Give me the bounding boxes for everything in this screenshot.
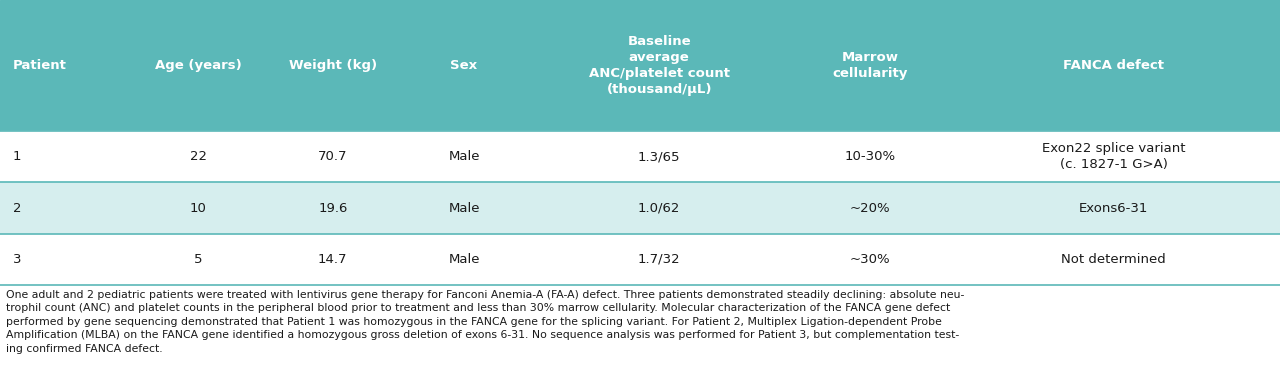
Text: 10: 10 [189, 201, 207, 215]
Bar [0, 234, 1280, 285]
Bar [0, 182, 1280, 234]
Text: ~20%: ~20% [850, 201, 891, 215]
Text: Not determined: Not determined [1061, 253, 1166, 266]
Text: Exon22 splice variant
(c. 1827-1 G>A): Exon22 splice variant (c. 1827-1 G>A) [1042, 142, 1185, 171]
Text: One adult and 2 pediatric patients were treated with lentivirus gene therapy for: One adult and 2 pediatric patients were … [6, 290, 965, 354]
Bar [0, 285, 1280, 380]
Text: 22: 22 [189, 150, 207, 163]
Text: Patient: Patient [13, 59, 67, 72]
Bar [0, 0, 1280, 131]
Text: 10-30%: 10-30% [845, 150, 896, 163]
Text: 2: 2 [13, 201, 22, 215]
Text: Weight (kg): Weight (kg) [289, 59, 376, 72]
Text: 1: 1 [13, 150, 22, 163]
Text: Baseline
average
ANC/platelet count
(thousand/μL): Baseline average ANC/platelet count (tho… [589, 35, 730, 96]
Text: Male: Male [448, 150, 480, 163]
Text: Exons6-31: Exons6-31 [1079, 201, 1148, 215]
Text: Sex: Sex [451, 59, 477, 72]
Text: Age (years): Age (years) [155, 59, 242, 72]
Text: 1.3/65: 1.3/65 [637, 150, 681, 163]
Text: 70.7: 70.7 [317, 150, 348, 163]
Text: Male: Male [448, 253, 480, 266]
Bar [0, 131, 1280, 182]
Text: 19.6: 19.6 [319, 201, 347, 215]
Text: ~30%: ~30% [850, 253, 891, 266]
Text: 3: 3 [13, 253, 22, 266]
Text: 1.0/62: 1.0/62 [637, 201, 681, 215]
Text: 1.7/32: 1.7/32 [637, 253, 681, 266]
Text: 5: 5 [195, 253, 202, 266]
Text: 14.7: 14.7 [317, 253, 348, 266]
Text: FANCA defect: FANCA defect [1064, 59, 1164, 72]
Text: Male: Male [448, 201, 480, 215]
Text: Marrow
cellularity: Marrow cellularity [833, 51, 908, 80]
